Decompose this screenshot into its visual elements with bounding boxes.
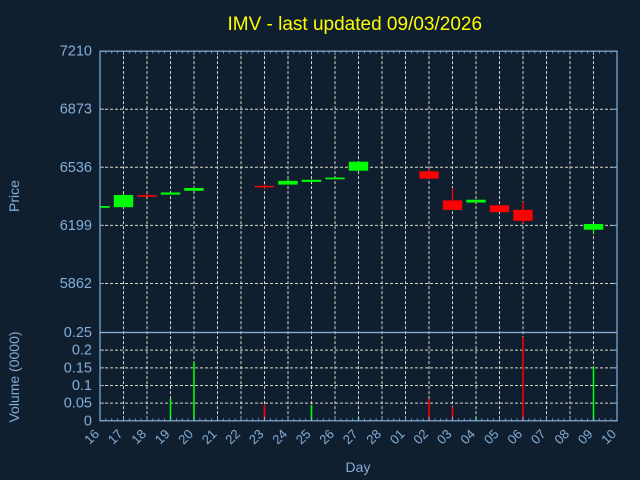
svg-text:6199: 6199 <box>60 218 92 234</box>
svg-text:0.1: 0.1 <box>72 378 92 394</box>
svg-text:6536: 6536 <box>60 160 92 176</box>
svg-text:Day: Day <box>346 459 371 475</box>
svg-text:0.05: 0.05 <box>64 396 92 412</box>
svg-text:Price: Price <box>6 180 22 212</box>
svg-text:Volume (0000): Volume (0000) <box>6 331 22 422</box>
svg-text:5862: 5862 <box>60 276 92 292</box>
svg-text:6873: 6873 <box>60 102 92 118</box>
svg-text:0.2: 0.2 <box>72 343 92 359</box>
svg-text:0.25: 0.25 <box>64 325 92 341</box>
svg-text:IMV - last updated 09/03/2026: IMV - last updated 09/03/2026 <box>227 14 482 35</box>
svg-text:0.15: 0.15 <box>64 360 92 376</box>
svg-text:7210: 7210 <box>60 44 92 60</box>
